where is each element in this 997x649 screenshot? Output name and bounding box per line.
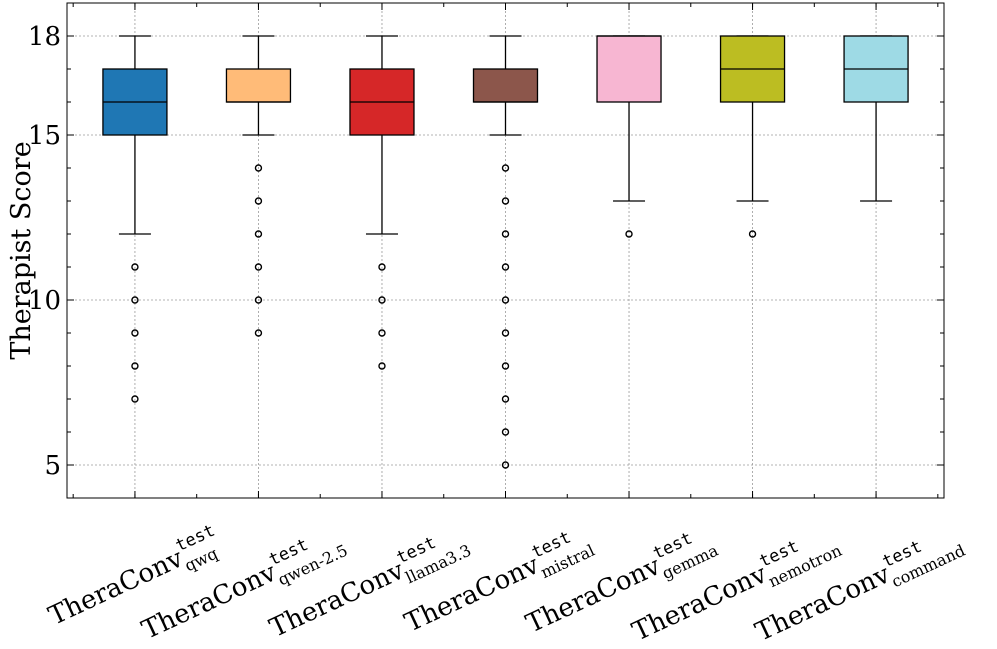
outlier-point [378,329,386,337]
outlier-point [378,263,386,271]
outlier-point [378,296,386,304]
box-group [596,35,662,238]
outlier-point [254,230,263,238]
outlier-point [748,230,757,238]
outlier-point [131,395,139,403]
iqr-box [596,35,662,103]
outlier-point [501,164,510,172]
ticks-layer [67,2,944,499]
grid-layer [67,3,944,498]
outlier-point [254,263,263,271]
outlier-point [501,197,510,205]
outlier-point [501,263,510,271]
outlier-point [501,461,510,469]
iqr-box [472,68,539,103]
box-group [225,35,292,337]
outlier-point [131,263,139,271]
box-group [349,35,415,370]
outlier-point [254,197,263,205]
outlier-point [501,329,510,337]
box-group [472,35,539,469]
box-group [102,35,168,403]
outlier-point [254,296,263,304]
y-tick-label: 5 [44,451,61,481]
box-group [719,35,786,238]
outlier-point [254,164,263,172]
outlier-point [501,395,510,403]
y-axis-label: Therapist Score [6,141,37,359]
outlier-point [254,329,263,337]
plot-layer [102,35,909,469]
outlier-point [131,329,139,337]
iqr-box [225,68,292,103]
outlier-point [131,296,139,304]
outlier-point [378,362,386,370]
outlier-point [501,362,510,370]
outlier-point [625,230,633,238]
y-tick-label: 10 [28,286,61,316]
y-tick-label: 15 [28,121,61,151]
x-category-label: TheraConvtestqwen-2.5 [135,521,351,649]
labels-layer: 5101518TheraConvtestqwqTheraConvtestqwen… [28,22,968,649]
x-category-label: TheraConvtestnemotron [625,521,844,649]
box-group [843,35,909,202]
outlier-point [501,230,510,238]
outlier-point [501,296,510,304]
outlier-point [501,428,510,436]
y-tick-label: 18 [28,22,61,52]
outlier-point [131,362,139,370]
